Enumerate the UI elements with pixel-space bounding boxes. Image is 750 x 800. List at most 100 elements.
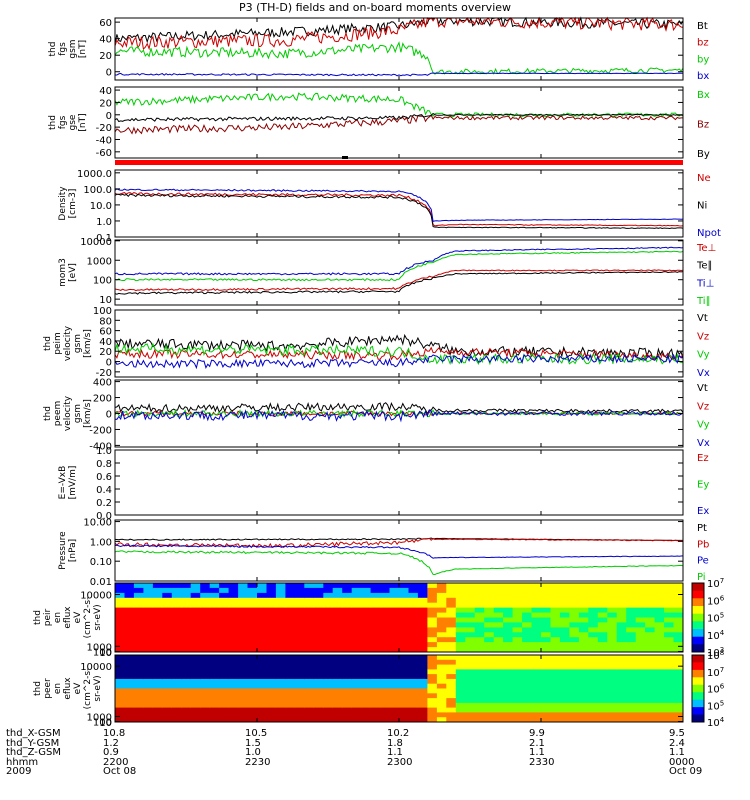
spectrogram-cell xyxy=(162,607,173,613)
spectrogram-cell xyxy=(181,632,192,638)
spectrogram-cell xyxy=(503,655,514,661)
spectrogram-cell xyxy=(512,659,523,666)
spectrogram-cell xyxy=(408,587,419,594)
spectrogram-cell xyxy=(228,698,239,704)
spectrogram-cell xyxy=(361,659,372,666)
spectrogram-cell xyxy=(380,642,391,648)
y-tick-label: -20 xyxy=(96,123,112,134)
spectrogram-cell xyxy=(171,678,182,685)
spectrogram-cell xyxy=(133,712,144,718)
y-tick-label: 10000 xyxy=(80,662,112,673)
colorbar-label: 106 xyxy=(707,683,725,696)
spectrogram-cell xyxy=(408,683,419,689)
spectrogram-cell xyxy=(417,597,428,604)
spectrogram-cell xyxy=(228,659,239,666)
colorbar-segment xyxy=(692,644,704,653)
spectrogram-cell xyxy=(200,583,211,589)
spectrogram-cell xyxy=(380,664,391,670)
spectrogram-cell xyxy=(455,597,466,604)
spectrogram-cell xyxy=(124,702,135,709)
spectrogram-cell xyxy=(181,702,192,709)
spectrogram-cell xyxy=(465,683,476,689)
spectrogram-cell xyxy=(181,583,192,589)
y-tick-label: 1000.0 xyxy=(77,169,112,180)
spectrogram-cell xyxy=(531,647,542,653)
spectrogram-cell xyxy=(531,612,542,618)
spectrogram-cell xyxy=(380,627,391,633)
series-line-by xyxy=(114,41,684,75)
spectrogram-cell xyxy=(417,642,428,648)
spectrogram-cell xyxy=(171,602,182,609)
spectrogram-cell xyxy=(626,674,637,680)
spectrogram-cell xyxy=(323,683,334,689)
y-tick-label: 20 xyxy=(99,51,112,62)
spectrogram-cell xyxy=(238,702,249,709)
spectrogram-cell xyxy=(361,602,372,609)
spectrogram-cell xyxy=(190,592,201,599)
spectrogram-cell xyxy=(484,669,495,675)
spectrogram-cell xyxy=(257,622,267,628)
spectrogram-cell xyxy=(455,607,466,613)
spectrogram-cell xyxy=(664,712,675,718)
spectrogram-cell xyxy=(503,583,514,589)
spectrogram-cell xyxy=(228,647,239,653)
spectrogram-cell xyxy=(531,702,542,709)
spectrogram-cell xyxy=(332,659,343,666)
y-axis-label: eV xyxy=(73,682,83,695)
spectrogram-cell xyxy=(597,627,608,633)
spectrogram-cell xyxy=(578,627,589,633)
spectrogram-cell xyxy=(408,612,419,618)
y-tick-label: 100.0 xyxy=(83,185,112,196)
spectrogram-cell xyxy=(664,693,675,699)
spectrogram-cell xyxy=(673,587,684,594)
spectrogram-cell xyxy=(607,622,618,628)
spectrogram-cell xyxy=(626,702,637,709)
spectrogram-cell xyxy=(578,683,589,689)
spectrogram-cell xyxy=(503,678,514,685)
spectrogram-cell xyxy=(332,655,343,661)
spectrogram-cell xyxy=(607,683,618,689)
spectrogram-cell xyxy=(484,659,495,666)
spectrogram-cell xyxy=(171,647,182,653)
spectrogram-cell xyxy=(427,583,438,589)
spectrogram-cell xyxy=(474,617,485,623)
spectrogram-cell xyxy=(115,607,125,613)
spectrogram-cell xyxy=(152,642,163,648)
spectrogram-cell xyxy=(181,617,192,623)
spectrogram-cell xyxy=(550,693,561,699)
spectrogram-cell xyxy=(152,669,163,675)
spectrogram-cell xyxy=(257,627,267,633)
spectrogram-cell xyxy=(389,678,400,685)
spectrogram-cell xyxy=(503,597,514,604)
spectrogram-cell xyxy=(209,592,220,599)
spectrogram-cell xyxy=(559,655,570,661)
spectrogram-cell xyxy=(559,627,570,633)
spectrogram-cell xyxy=(190,707,201,713)
panel-frame xyxy=(114,169,684,238)
spectrogram-cell xyxy=(550,617,561,623)
spectrogram-cell xyxy=(162,592,173,599)
spectrogram-cell xyxy=(275,698,286,704)
spectrogram-cell xyxy=(654,622,665,628)
spectrogram-cell xyxy=(323,607,334,613)
spectrogram-cell xyxy=(626,632,637,638)
y-axis-label: mom3 xyxy=(58,258,68,287)
spectrogram-cell xyxy=(588,637,599,643)
spectrogram-cell xyxy=(559,674,570,680)
spectrogram-cell xyxy=(455,627,466,633)
spectrogram-cell xyxy=(351,702,362,709)
spectrogram-cell xyxy=(124,627,135,633)
spectrogram-cell xyxy=(275,637,286,643)
spectrogram-cell xyxy=(588,683,599,689)
spectrogram-cell xyxy=(124,693,135,699)
spectrogram-cell xyxy=(209,669,220,675)
spectrogram-cell xyxy=(190,702,201,709)
spectrogram-cell xyxy=(361,592,372,599)
spectrogram-cell xyxy=(484,637,495,643)
spectrogram-cell xyxy=(133,637,144,643)
spectrogram-cell xyxy=(313,712,324,718)
spectrogram-cell xyxy=(124,607,135,613)
spectrogram-cell xyxy=(531,627,542,633)
spectrogram-cell xyxy=(455,617,466,623)
